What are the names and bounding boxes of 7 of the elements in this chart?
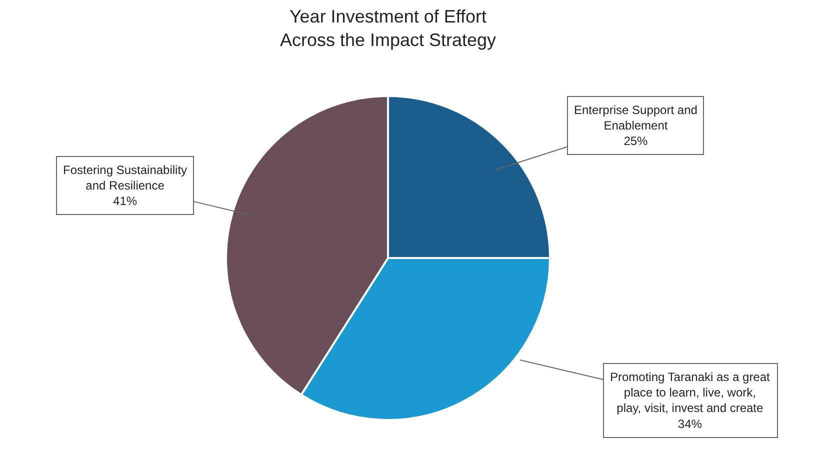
slice-label: Enterprise Support and Enablement: [574, 103, 698, 133]
chart-title: Year Investment of Effort Across the Impact Strategy: [280, 6, 496, 50]
data-label: 34%: [678, 416, 702, 431]
slice-label: Fostering Sustainability and Resilience: [63, 163, 188, 193]
data-label: 25%: [624, 134, 648, 148]
data-label: 41%: [113, 194, 138, 208]
slice-label: Promoting Taranaki as a great place to learn, live, work, play, visit, invest and create: [610, 370, 771, 416]
